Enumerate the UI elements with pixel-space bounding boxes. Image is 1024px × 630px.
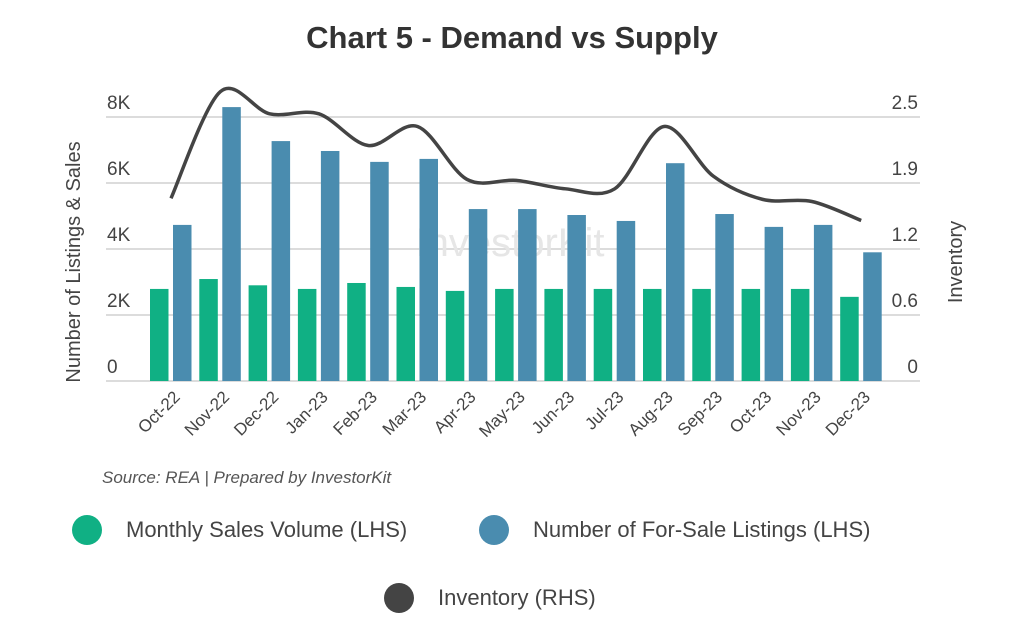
x-tick-label: Oct-22 — [134, 387, 184, 437]
bar-sales — [840, 296, 859, 381]
bar-sales — [445, 290, 465, 381]
bar-listings — [271, 141, 291, 381]
y2-tick-label: 1.2 — [892, 225, 918, 246]
bar-sales — [396, 286, 415, 381]
x-tick-label: Jun-23 — [528, 387, 578, 437]
y-tick-label: 0 — [107, 357, 118, 378]
bar-listings — [468, 209, 488, 381]
x-tick-label: Mar-23 — [379, 387, 431, 439]
bar-sales — [692, 288, 711, 381]
legend-item-sales: Monthly Sales Volume (LHS) — [72, 515, 407, 545]
x-tick-label: Nov-22 — [181, 387, 233, 439]
y2-tick-label: 2.5 — [892, 93, 918, 114]
bar-listings — [715, 214, 734, 381]
x-tick-label: Dec-22 — [230, 387, 282, 439]
y-tick-label: 8K — [107, 93, 131, 114]
chart-title: Chart 5 - Demand vs Supply — [306, 20, 718, 55]
legend-label-sales: Monthly Sales Volume (LHS) — [126, 517, 408, 542]
bar-listings — [419, 158, 438, 381]
bar-listings — [863, 252, 882, 381]
chart-source: Source: REA | Prepared by InvestorKit — [102, 468, 392, 487]
y2-axis-label: Inventory — [945, 221, 967, 303]
x-tick-label: Feb-23 — [329, 387, 381, 439]
bar-sales — [347, 282, 366, 381]
x-tick-label: May-23 — [475, 387, 529, 441]
bar-listings — [567, 215, 586, 381]
bar-listings — [616, 220, 636, 381]
bar-listings — [518, 209, 537, 381]
legend-swatch-inventory — [384, 583, 414, 613]
y-tick-label: 2K — [107, 291, 131, 312]
x-tick-label: Oct-23 — [726, 387, 776, 437]
bar-listings — [173, 224, 192, 381]
legend-item-inventory: Inventory (RHS) — [384, 583, 596, 613]
bar-sales — [790, 288, 810, 381]
legend-item-listings: Number of For-Sale Listings (LHS) — [479, 515, 870, 545]
y2-tick-label: 1.9 — [892, 159, 918, 180]
x-tick-label: Jan-23 — [282, 387, 332, 437]
bar-sales — [544, 288, 563, 381]
legend-swatch-sales — [72, 515, 102, 545]
x-tick-label: Jul-23 — [581, 387, 627, 433]
legend-label-listings: Number of For-Sale Listings (LHS) — [533, 517, 871, 542]
bar-sales — [248, 285, 268, 381]
x-tick-label: Dec-23 — [822, 387, 874, 439]
bar-sales — [297, 288, 317, 381]
bar-listings — [222, 107, 241, 381]
bar-sales — [495, 288, 514, 381]
bar-listings — [370, 161, 389, 381]
bar-listings — [813, 224, 833, 381]
y-tick-label: 4K — [107, 225, 131, 246]
bar-sales — [150, 288, 169, 381]
bar-sales — [643, 288, 662, 381]
x-tick-label: Aug-23 — [625, 387, 677, 439]
x-tick-label: Sep-23 — [674, 387, 726, 439]
line-inventory — [169, 86, 862, 223]
bar-listings — [320, 150, 340, 381]
y-axis-label: Number of Listings & Sales — [63, 141, 85, 382]
bar-sales — [593, 288, 613, 381]
x-tick-label: Nov-23 — [773, 387, 825, 439]
bar-sales — [741, 288, 761, 381]
bar-listings — [666, 163, 685, 381]
legend-label-inventory: Inventory (RHS) — [438, 585, 596, 610]
y2-tick-label: 0.6 — [892, 291, 918, 312]
bar-sales — [199, 279, 218, 381]
bar-listings — [764, 226, 784, 381]
legend-swatch-listings — [479, 515, 509, 545]
y2-tick-label: 0 — [907, 357, 918, 378]
x-tick-label: Apr-23 — [430, 387, 480, 437]
y-tick-label: 6K — [107, 159, 131, 180]
